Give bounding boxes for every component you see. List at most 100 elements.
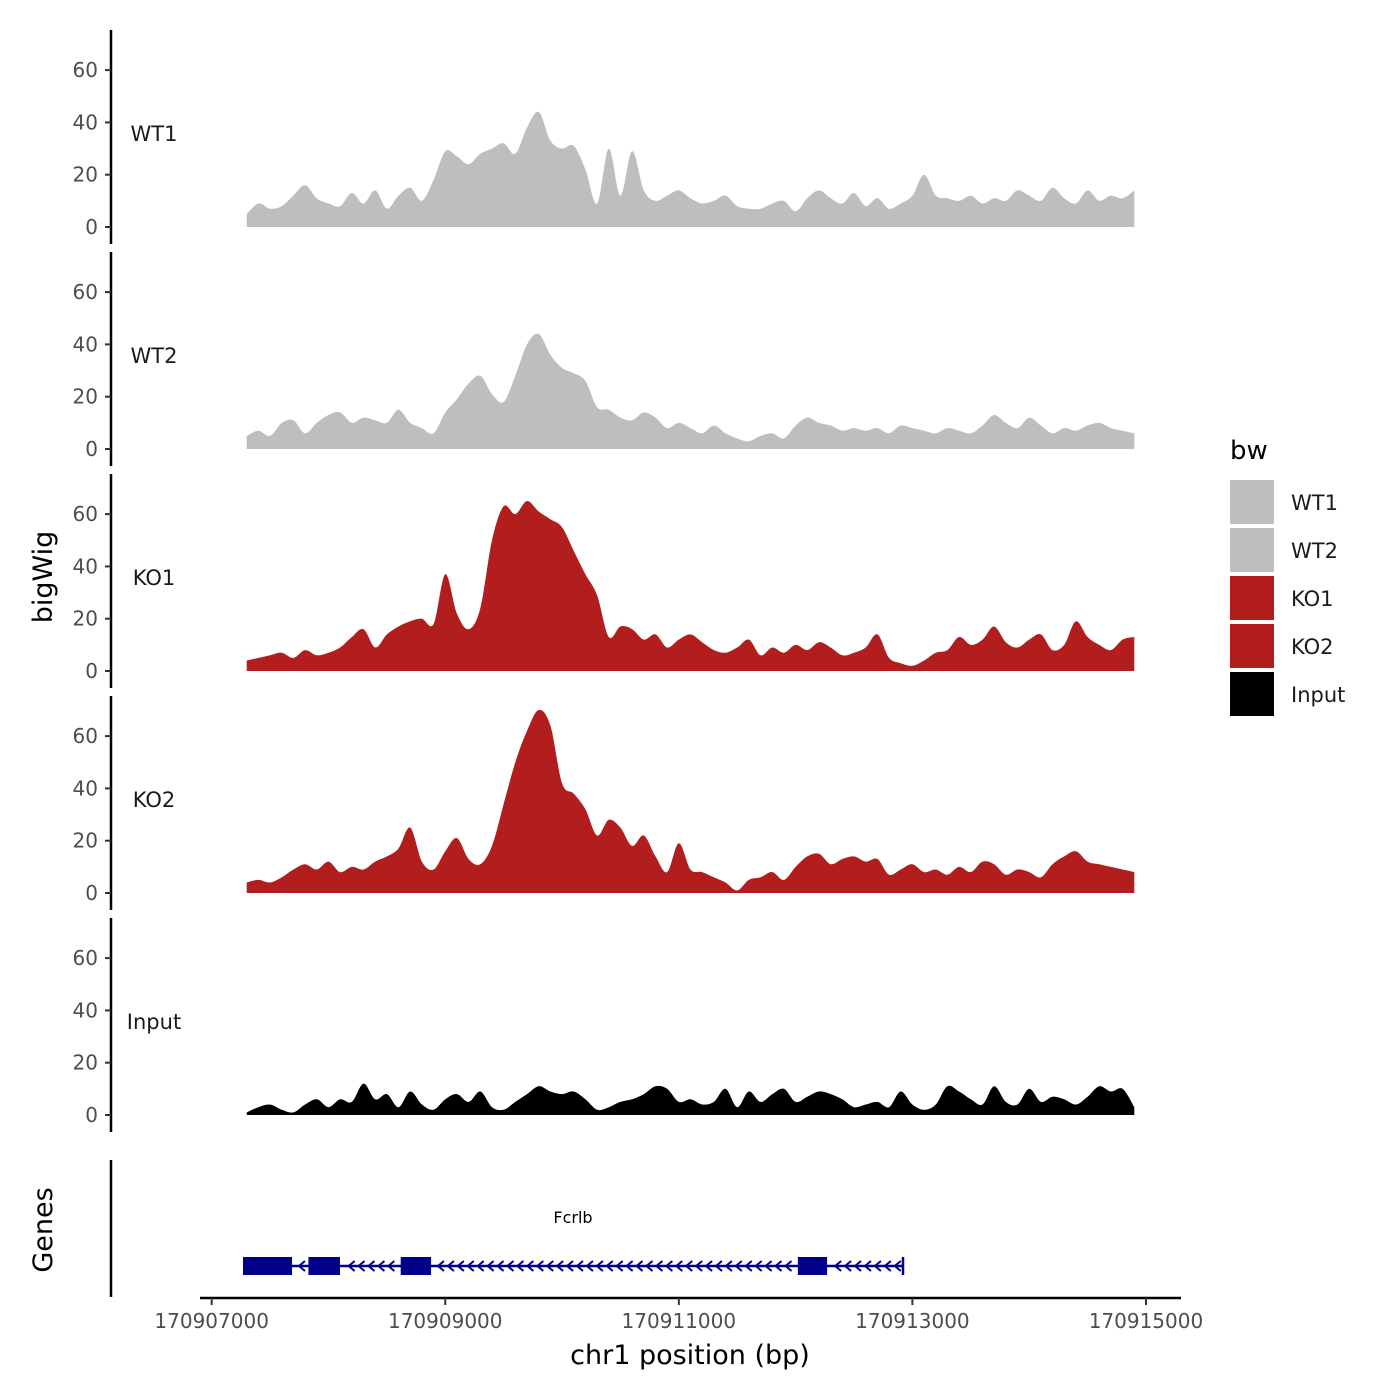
strand-arrow bbox=[565, 1260, 574, 1272]
y-tick-label: 60 bbox=[73, 502, 98, 526]
strand-arrow bbox=[366, 1260, 376, 1272]
strand-arrow bbox=[595, 1260, 604, 1272]
strand-arrow bbox=[724, 1260, 733, 1272]
strand-arrow bbox=[357, 1260, 366, 1272]
x-tick-label: 170907000 bbox=[154, 1309, 269, 1333]
legend-label-ko2: KO2 bbox=[1291, 635, 1334, 659]
y-axis-title: bigWig bbox=[28, 531, 59, 624]
strand-arrow bbox=[545, 1260, 554, 1272]
area-wt2 bbox=[246, 333, 1135, 449]
strand-arrow bbox=[664, 1260, 674, 1272]
strand-arrow bbox=[853, 1260, 862, 1272]
track-label-input: Input bbox=[127, 1010, 181, 1034]
x-tick-label: 170911000 bbox=[622, 1309, 737, 1333]
exon-block bbox=[308, 1257, 340, 1275]
strand-arrow bbox=[347, 1260, 356, 1272]
strand-arrow bbox=[615, 1260, 624, 1272]
strand-arrow bbox=[496, 1260, 505, 1272]
legend-label-ko1: KO1 bbox=[1291, 587, 1334, 611]
area-ko2 bbox=[246, 709, 1135, 893]
strand-arrow bbox=[525, 1260, 535, 1272]
y-tick-label: 20 bbox=[73, 829, 98, 853]
legend: WT1 WT2 KO1 KO2 Input bbox=[1230, 480, 1345, 716]
track-label-ko2: KO2 bbox=[133, 788, 176, 812]
genes-track-title: Genes bbox=[28, 1187, 59, 1272]
strand-arrow bbox=[833, 1260, 842, 1272]
strand-arrow bbox=[684, 1260, 693, 1272]
gene-track: Fcrlb bbox=[109, 1160, 905, 1297]
exon-block bbox=[797, 1257, 828, 1275]
strand-arrow bbox=[605, 1260, 614, 1272]
strand-arrow bbox=[843, 1260, 852, 1272]
legend-key-wt2 bbox=[1230, 528, 1274, 572]
y-tick-label: 20 bbox=[73, 163, 98, 187]
strand-arrow bbox=[674, 1260, 683, 1272]
strand-arrow bbox=[654, 1260, 664, 1272]
x-tick-label: 170915000 bbox=[1089, 1309, 1204, 1333]
strand-arrow bbox=[476, 1260, 485, 1272]
x-tick-label: 170909000 bbox=[388, 1309, 503, 1333]
strand-arrow bbox=[456, 1260, 465, 1272]
y-tick-label: 0 bbox=[85, 881, 98, 905]
track-ko1: 0 20 40 60 KO1 bbox=[73, 474, 1135, 688]
signal-tracks: 0 20 40 60 WT1 0 20 40 60 WT2 0 20 40 60 KO1 0 20 40 60 KO2… bbox=[73, 30, 1135, 1132]
strand-arrow bbox=[555, 1260, 564, 1272]
y-tick-label: 20 bbox=[73, 385, 98, 409]
legend-label-wt1: WT1 bbox=[1291, 491, 1338, 515]
track-wt2: 0 20 40 60 WT2 bbox=[73, 252, 1135, 466]
y-tick-label: 40 bbox=[73, 776, 98, 800]
gene-name: Fcrlb bbox=[553, 1208, 592, 1227]
legend-key-ko1 bbox=[1230, 576, 1274, 620]
strand-arrow bbox=[744, 1260, 753, 1272]
strand-arrow bbox=[486, 1260, 495, 1272]
strand-arrow bbox=[635, 1260, 644, 1272]
strand-arrow bbox=[585, 1260, 594, 1272]
track-input: 0 20 40 60 Input bbox=[73, 918, 1135, 1132]
area-wt1 bbox=[246, 111, 1135, 227]
strand-arrow bbox=[883, 1260, 892, 1272]
strand-arrow bbox=[376, 1260, 386, 1272]
y-tick-label: 40 bbox=[73, 998, 98, 1022]
strand-arrow bbox=[644, 1260, 654, 1272]
y-tick-label: 0 bbox=[85, 215, 98, 239]
y-tick-label: 40 bbox=[73, 332, 98, 356]
strand-arrow bbox=[466, 1260, 475, 1272]
strand-arrow bbox=[575, 1260, 584, 1272]
track-ko2: 0 20 40 60 KO2 bbox=[73, 696, 1135, 910]
legend-label-wt2: WT2 bbox=[1291, 539, 1338, 563]
strand-arrow bbox=[764, 1260, 773, 1272]
y-tick-label: 60 bbox=[73, 724, 98, 748]
track-label-wt1: WT1 bbox=[131, 122, 178, 146]
strand-arrow bbox=[893, 1260, 902, 1272]
y-tick-label: 60 bbox=[73, 946, 98, 970]
strand-arrow bbox=[535, 1260, 544, 1272]
y-tick-label: 0 bbox=[85, 659, 98, 683]
strand-arrow bbox=[774, 1260, 783, 1272]
x-tick-label: 170913000 bbox=[855, 1309, 970, 1333]
strand-arrow bbox=[436, 1260, 445, 1272]
track-wt1: 0 20 40 60 WT1 bbox=[73, 30, 1135, 244]
strand-arrow bbox=[505, 1260, 515, 1272]
legend-key-ko2 bbox=[1230, 624, 1274, 668]
y-tick-label: 40 bbox=[73, 554, 98, 578]
exon-block bbox=[243, 1257, 293, 1275]
y-tick-label: 20 bbox=[73, 1051, 98, 1075]
track-label-wt2: WT2 bbox=[131, 344, 178, 368]
strand-arrow bbox=[297, 1260, 306, 1272]
y-tick-label: 0 bbox=[85, 437, 98, 461]
strand-arrow bbox=[754, 1260, 763, 1272]
legend-label-input: Input bbox=[1291, 683, 1345, 707]
strand-arrow bbox=[734, 1260, 743, 1272]
strand-arrow bbox=[694, 1260, 703, 1272]
strand-arrow bbox=[515, 1260, 525, 1272]
legend-key-wt1 bbox=[1230, 480, 1274, 524]
strand-arrow bbox=[863, 1260, 872, 1272]
strand-arrow bbox=[386, 1260, 395, 1272]
area-ko1 bbox=[246, 500, 1135, 671]
y-tick-label: 20 bbox=[73, 607, 98, 631]
exon-block bbox=[400, 1257, 432, 1275]
y-tick-label: 60 bbox=[73, 58, 98, 82]
x-axis-title: chr1 position (bp) bbox=[570, 1340, 810, 1371]
strand-arrow bbox=[704, 1260, 713, 1272]
